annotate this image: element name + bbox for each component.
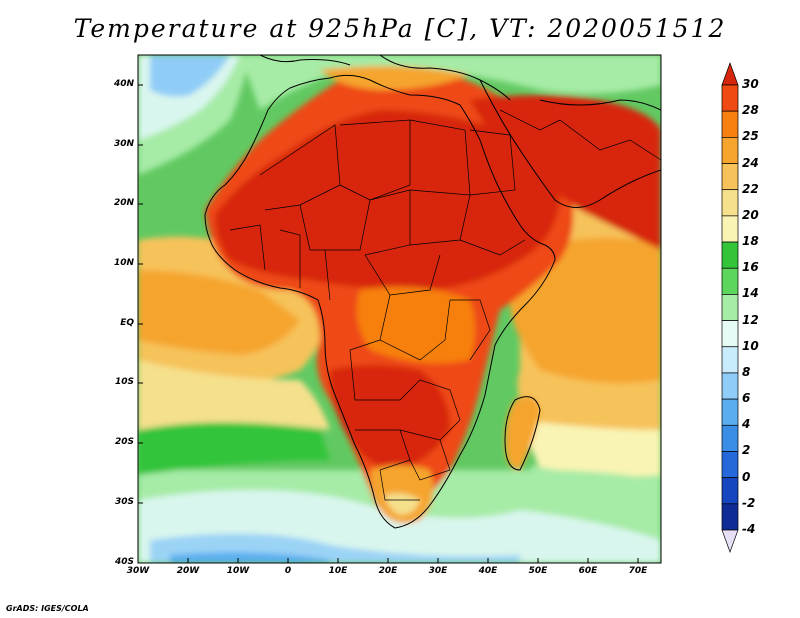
lon-label-20e: 20E (378, 566, 398, 576)
lon-label-30e: 30E (428, 566, 448, 576)
country-borders (229, 109, 661, 501)
lon-label-60e: 60E (578, 566, 598, 576)
colorbar-box (721, 503, 739, 531)
colorbar-label: 16 (742, 260, 759, 275)
colorbar-box (721, 137, 739, 164)
colorbar-label: 4 (742, 417, 751, 432)
colorbar-box (721, 346, 739, 374)
colorbar-box (721, 215, 739, 243)
colorbar-label: 8 (742, 364, 751, 379)
lat-label-40s: 40S (114, 557, 134, 567)
lat-label-20n: 20N (113, 198, 134, 208)
colorbar-box (721, 372, 739, 400)
map-title: Temperature at 925hPa [C], VT: 202005151… (73, 14, 727, 43)
colorbar-box (721, 424, 739, 452)
colorbar-label: 2 (742, 443, 751, 458)
lon-label-0: 0 (284, 566, 292, 576)
colorbar-label: 18 (742, 234, 759, 249)
coastline (204, 55, 661, 529)
lon-label-50e: 50E (528, 566, 548, 576)
colorbar-label: 25 (742, 129, 759, 144)
colorbar-label: 12 (742, 312, 759, 327)
colorbar-box (721, 398, 739, 426)
colorbar-box (721, 267, 739, 295)
lon-label-20w: 20W (176, 566, 200, 576)
colorbar-box (721, 320, 739, 348)
colorbar-box (721, 477, 739, 505)
colorbar-label: -4 (742, 522, 756, 536)
colorbar-label: 0 (742, 469, 751, 484)
colorbar-top-triangle (721, 61, 739, 86)
temperature-field (138, 55, 661, 563)
colorbar-label: 28 (742, 103, 759, 118)
colorbar-box (721, 294, 739, 321)
colorbar-label: 22 (742, 181, 759, 196)
colorbar-box (721, 110, 739, 138)
colorbar-box (721, 241, 739, 269)
colorbar-label: 20 (742, 207, 759, 222)
colorbar-box (721, 163, 739, 191)
lat-label-10n: 10N (113, 258, 134, 268)
lon-label-10w: 10W (226, 566, 250, 576)
lat-label-30s: 30S (114, 497, 134, 507)
grads-credit: GrADS: IGES/COLA (6, 604, 89, 613)
lon-label-40e: 40E (478, 566, 498, 576)
colorbar-label: -2 (742, 495, 756, 510)
lat-label-30n: 30N (113, 139, 134, 149)
colorbar-label: 14 (742, 286, 759, 301)
colorbar-label: 24 (742, 155, 759, 170)
colorbar-label: 30 (742, 77, 759, 91)
lat-label-20s: 20S (114, 437, 134, 447)
map-frame (137, 54, 662, 564)
lat-label-40n: 40N (113, 79, 134, 89)
colorbar-label: 10 (742, 338, 759, 353)
lat-label-eq: EQ (120, 318, 134, 328)
colorbar-bottom-triangle (721, 529, 739, 554)
lon-label-30w: 30W (126, 566, 150, 576)
lat-label-10s: 10S (114, 377, 134, 387)
lon-label-10e: 10E (328, 566, 348, 576)
colorbar-box (721, 84, 739, 112)
axis-ticks (137, 84, 639, 564)
lon-label-70e: 70E (628, 566, 648, 576)
colorbar-box (721, 189, 739, 217)
colorbar (721, 61, 739, 554)
colorbar-label: 6 (742, 391, 751, 406)
colorbar-box (721, 451, 739, 478)
